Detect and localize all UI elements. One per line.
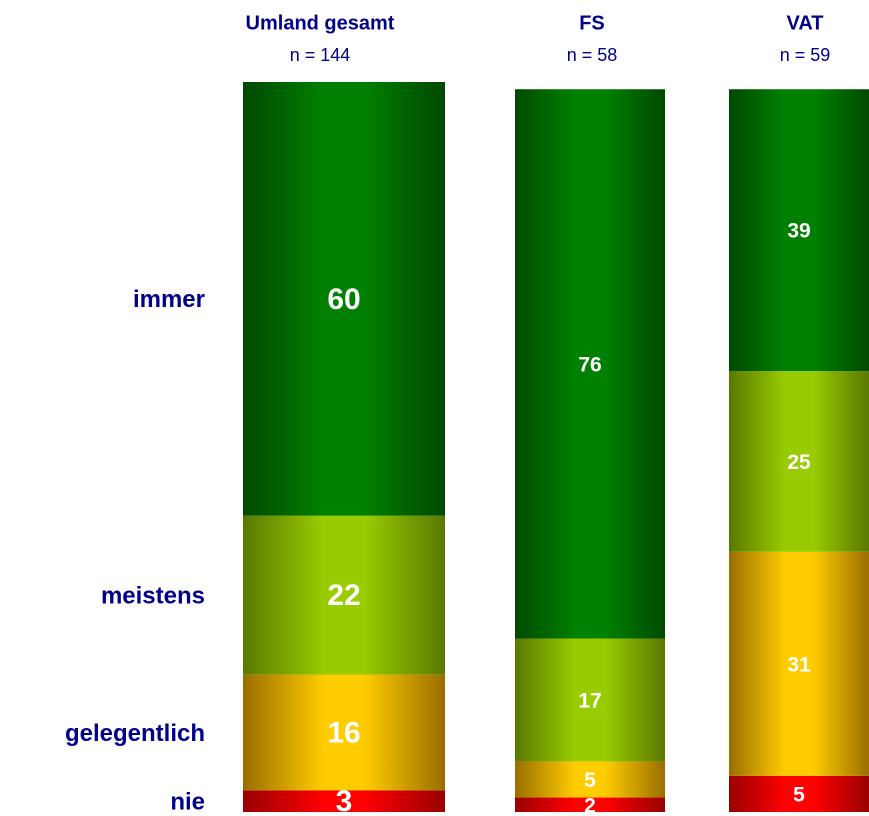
data-label: 39 — [787, 220, 810, 243]
bar-segment — [729, 89, 869, 372]
sample-size: n = 59 — [780, 45, 831, 65]
bar-segment — [515, 797, 665, 812]
bar-segment — [515, 638, 665, 762]
category-label: Umland gesamt — [246, 12, 395, 34]
data-label: 17 — [578, 690, 601, 713]
sample-size: n = 144 — [290, 45, 351, 65]
bar-segment — [729, 775, 869, 812]
legend-label: immer — [133, 286, 205, 313]
legend-label: gelegentlich — [65, 720, 205, 747]
bar-segment — [729, 551, 869, 776]
category-label: VAT — [786, 12, 823, 34]
legend-label: meistens — [101, 583, 205, 610]
data-label: 60 — [327, 283, 360, 316]
bar-segment — [515, 89, 665, 639]
bar-segment — [729, 371, 869, 552]
bar-segment — [515, 761, 665, 798]
data-label: 22 — [327, 579, 360, 612]
data-label: 25 — [787, 451, 811, 474]
bar-segment — [243, 674, 445, 791]
bar-segment — [243, 515, 445, 675]
data-label: 76 — [578, 353, 601, 376]
data-label: 31 — [787, 653, 811, 676]
data-label: 2 — [584, 794, 596, 816]
legend-label: nie — [170, 789, 205, 816]
data-label: 5 — [793, 783, 805, 806]
category-label: FS — [579, 12, 605, 34]
bar-segment — [243, 82, 445, 516]
sample-size: n = 58 — [567, 45, 618, 65]
data-label: 5 — [584, 769, 596, 792]
data-label: 16 — [327, 716, 360, 749]
data-label: 3 — [336, 785, 353, 816]
bar-segment — [243, 790, 445, 812]
